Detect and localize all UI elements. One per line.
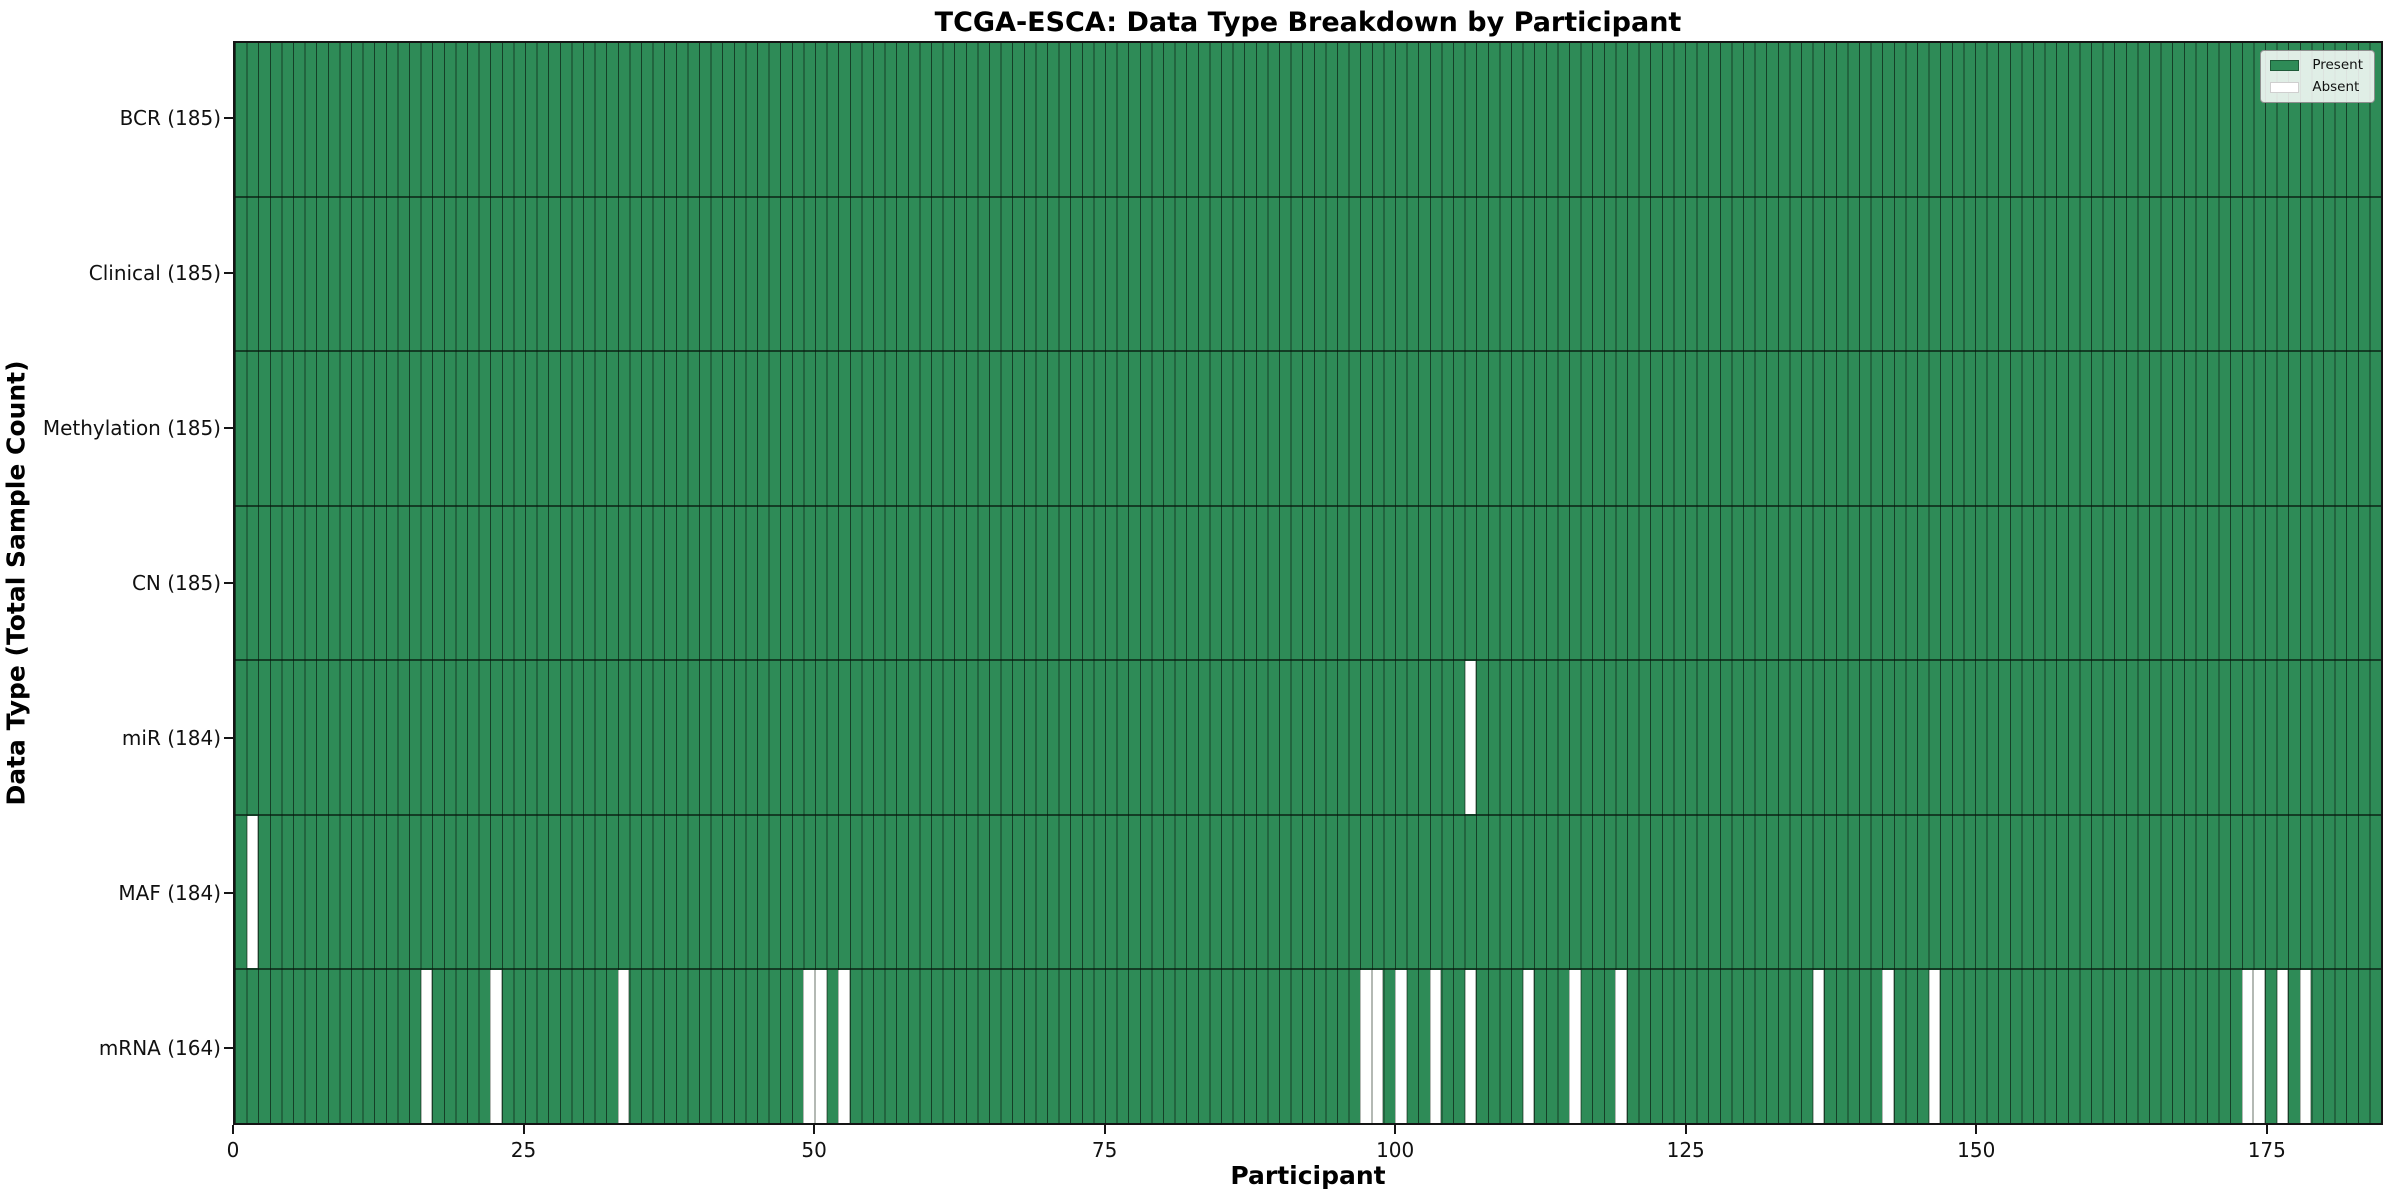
absent-bar-mRNA-146 (1928, 970, 1941, 1124)
x-tick-label-25: 25 (510, 1138, 537, 1162)
heatmap-row-Clinical (235, 197, 2381, 353)
y-tick-mark (224, 427, 233, 430)
legend-item-absent: Absent (2270, 78, 2363, 95)
absent-bar-mRNA-174 (2253, 970, 2265, 1124)
heatmap-row-MAF (235, 815, 2381, 971)
absent-bar-mRNA-115 (1569, 970, 1581, 1124)
absent-bar-mRNA-142 (1882, 970, 1894, 1124)
x-tick-label-100: 100 (1376, 1138, 1415, 1162)
absent-bar-mRNA-178 (2299, 970, 2312, 1124)
y-tick-mark (224, 117, 233, 120)
absent-bar-mRNA-33 (617, 970, 630, 1124)
plot-area: Present Absent (233, 41, 2383, 1125)
absent-bar-mRNA-111 (1522, 970, 1535, 1124)
absent-bar-mRNA-103 (1429, 970, 1442, 1124)
absent-bar-mRNA-106 (1464, 970, 1477, 1124)
x-tick-label-150: 150 (1957, 1138, 1996, 1162)
absent-bar-mRNA-98 (1371, 970, 1384, 1124)
absent-swatch-icon (2270, 81, 2300, 93)
heatmap-row-mRNA (235, 970, 2381, 1124)
absent-bar-miR-106 (1464, 661, 1477, 814)
y-tick-mark (224, 1046, 233, 1049)
x-tick-mark (813, 1125, 816, 1134)
x-tick-mark (1394, 1125, 1397, 1134)
chart-title: TCGA-ESCA: Data Type Breakdown by Partic… (934, 7, 1682, 38)
y-tick-label-miR: miR (184) (121, 725, 221, 750)
absent-bar-mRNA-49 (803, 970, 815, 1124)
legend-label-present: Present (2312, 57, 2363, 73)
legend: Present Absent (2260, 50, 2375, 103)
x-tick-mark (1103, 1125, 1106, 1134)
legend-item-present: Present (2270, 57, 2363, 73)
x-tick-mark (232, 1125, 234, 1134)
absent-bar-mRNA-52 (838, 970, 850, 1124)
absent-bar-mRNA-173 (2241, 970, 2254, 1124)
x-tick-mark (2265, 1125, 2268, 1134)
y-tick-label-MAF: MAF (184) (118, 880, 221, 905)
heatmap-row-miR (235, 661, 2381, 816)
legend-label-absent: Absent (2312, 78, 2360, 95)
y-tick-label-CN: CN (185) (131, 571, 221, 595)
absent-bar-mRNA-136 (1812, 970, 1825, 1124)
absent-bar-mRNA-16 (420, 970, 433, 1124)
x-tick-mark (1684, 1125, 1687, 1134)
present-swatch-icon (2270, 60, 2300, 72)
x-tick-label-125: 125 (1666, 1138, 1705, 1162)
y-tick-label-mRNA: mRNA (164) (98, 1035, 221, 1060)
heatmap-row-BCR (235, 43, 2381, 198)
y-tick-label-BCR: BCR (185) (119, 106, 221, 131)
absent-bar-mRNA-97 (1360, 970, 1372, 1124)
absent-bar-mRNA-176 (2276, 970, 2289, 1124)
heatmap-row-Methylation (235, 352, 2381, 507)
x-tick-label-175: 175 (2247, 1138, 2286, 1162)
x-tick-label-0: 0 (226, 1138, 240, 1162)
x-axis-label: Participant (1230, 1161, 1386, 1190)
absent-bar-mRNA-119 (1615, 970, 1627, 1124)
y-tick-label-Clinical: Clinical (185) (88, 261, 221, 286)
x-tick-label-75: 75 (1091, 1138, 1118, 1162)
y-tick-mark (224, 891, 233, 894)
x-tick-mark (1975, 1125, 1978, 1134)
y-tick-mark (224, 582, 233, 584)
y-tick-label-Methylation: Methylation (185) (42, 416, 221, 441)
x-tick-mark (522, 1125, 525, 1134)
absent-bar-mRNA-50 (815, 970, 827, 1124)
heatmap-row-CN (235, 506, 2381, 662)
absent-bar-mRNA-22 (490, 970, 502, 1124)
y-tick-mark (224, 272, 233, 275)
absent-bar-MAF-1 (246, 815, 259, 969)
y-tick-mark (224, 736, 233, 739)
x-tick-label-50: 50 (801, 1138, 827, 1162)
absent-bar-mRNA-100 (1395, 970, 1407, 1124)
